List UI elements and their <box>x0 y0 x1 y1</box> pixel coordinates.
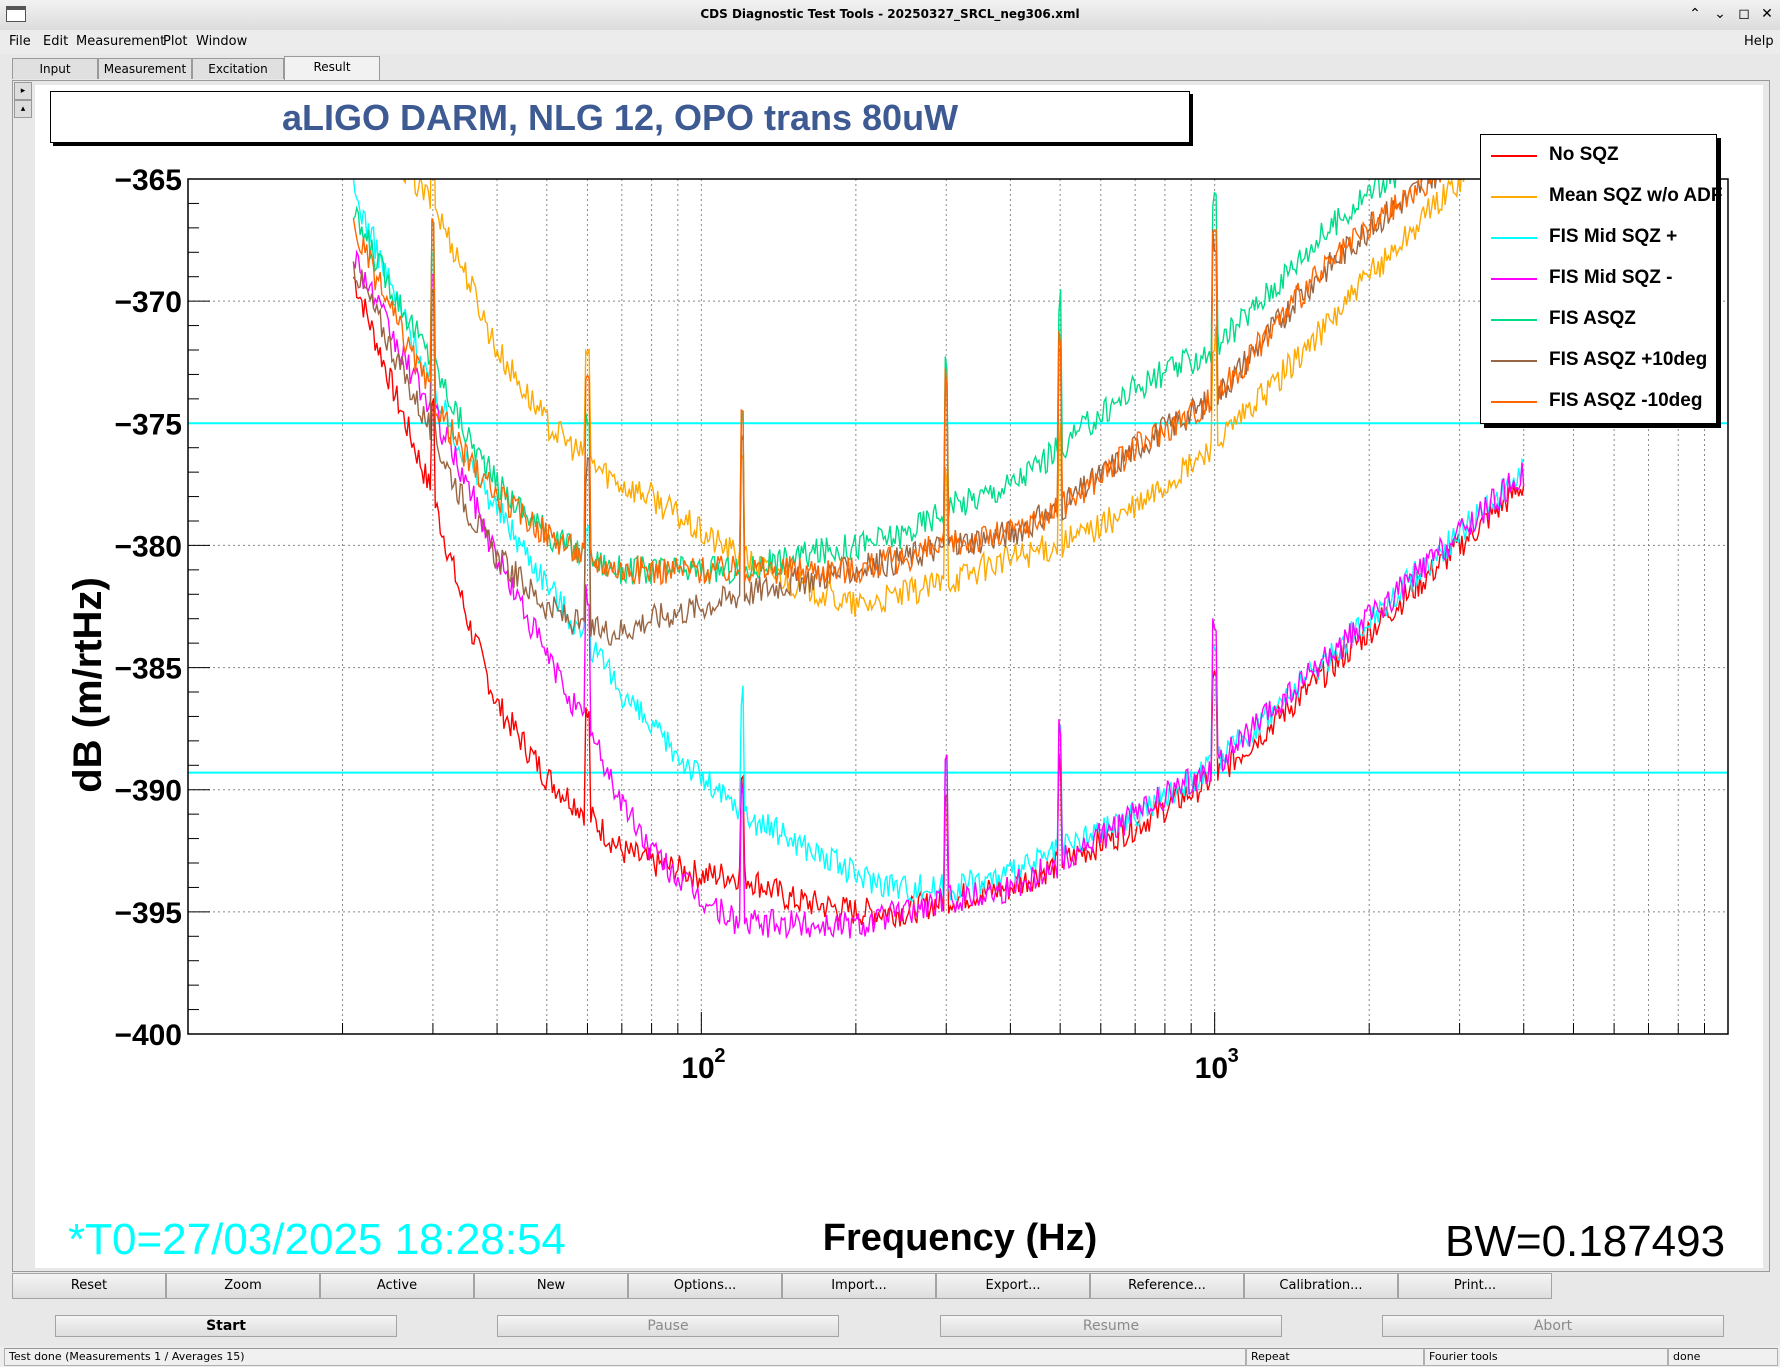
legend-label: Mean SQZ w/o ADF <box>1549 185 1723 206</box>
series-line-6 <box>352 179 1442 586</box>
maximize-icon[interactable]: ◻ <box>1738 6 1750 22</box>
chart-svg[interactable]: −400−395−390−385−380−375−370−365 10 2 10 3 … <box>35 85 1763 1268</box>
tab-result[interactable]: Result <box>284 56 380 80</box>
expand-arrow-icon[interactable]: ▸ <box>14 82 32 100</box>
legend-item-fis-asqz-minus10[interactable]: FIS ASQZ -10deg <box>1491 387 1711 417</box>
legend[interactable]: No SQZ Mean SQZ w/o ADF FIS Mid SQZ + FI… <box>1480 134 1722 424</box>
series-line-3 <box>352 249 1525 940</box>
status-mode: Repeat <box>1246 1348 1424 1366</box>
chart-series <box>352 179 1525 940</box>
reset-button[interactable]: Reset <box>12 1273 166 1299</box>
legend-item-fis-asqz-plus10[interactable]: FIS ASQZ +10deg <box>1491 346 1711 376</box>
legend-swatch <box>1491 360 1537 362</box>
y-tick-label: −395 <box>114 897 182 930</box>
plot-canvas[interactable]: −400 −395 −390 −385 −380 −375 −370 −365 10 2 10 3 … <box>35 85 1763 1268</box>
import-button[interactable]: Import... <box>782 1273 936 1299</box>
new-button[interactable]: New <box>474 1273 628 1299</box>
start-button[interactable]: Start <box>55 1315 397 1337</box>
legend-item-fis-mid-plus[interactable]: FIS Mid SQZ + <box>1491 223 1711 253</box>
cursor-lines <box>188 422 1728 774</box>
menu-file[interactable]: File <box>9 34 31 49</box>
y-tick-label: −385 <box>114 653 182 686</box>
menu-help[interactable]: Help <box>1744 34 1774 49</box>
menu-window[interactable]: Window <box>196 34 248 49</box>
resume-button[interactable]: Resume <box>940 1315 1282 1337</box>
print-button[interactable]: Print... <box>1398 1273 1552 1299</box>
tab-excitation[interactable]: Excitation <box>192 58 284 79</box>
minor-ticks <box>188 178 1706 1035</box>
legend-item-fis-asqz[interactable]: FIS ASQZ <box>1491 305 1711 335</box>
options-button[interactable]: Options... <box>628 1273 782 1299</box>
series-line-1 <box>402 179 1465 617</box>
bandwidth-readout: BW=0.187493 <box>1445 1217 1726 1266</box>
plot-frame <box>187 178 1729 1035</box>
minimize-icon[interactable]: ⌄ <box>1714 6 1726 22</box>
legend-item-mean-sqz[interactable]: Mean SQZ w/o ADF <box>1491 182 1722 212</box>
legend-item-fis-mid-minus[interactable]: FIS Mid SQZ - <box>1491 264 1711 294</box>
legend-label: FIS ASQZ +10deg <box>1549 349 1708 370</box>
menu-edit[interactable]: Edit <box>43 34 69 49</box>
x-axis-label: Frequency (Hz) <box>823 1217 1097 1259</box>
legend-label: FIS ASQZ -10deg <box>1549 390 1703 411</box>
chevron-up-icon[interactable]: ⌃ <box>1689 6 1701 22</box>
plot-title: aLIGO DARM, NLG 12, OPO trans 80uW <box>281 97 959 138</box>
t0-timestamp: *T0=27/03/2025 18:28:54 <box>68 1215 566 1264</box>
menu-plot[interactable]: Plot <box>163 34 188 49</box>
y-tick-label: −400 <box>114 1019 182 1052</box>
y-tick-label: −370 <box>114 286 182 319</box>
status-bar: Test done (Measurements 1 / Averages 15)… <box>0 1346 1780 1367</box>
y-tick-label: −375 <box>114 408 182 441</box>
legend-swatch <box>1491 401 1537 403</box>
abort-button[interactable]: Abort <box>1382 1315 1724 1337</box>
x-tick-exponent: 2 <box>714 1045 725 1067</box>
legend-swatch <box>1491 319 1537 321</box>
status-tools: Fourier tools <box>1424 1348 1668 1366</box>
legend-swatch <box>1491 155 1537 157</box>
x-tick-exponent: 3 <box>1228 1045 1239 1067</box>
menu-measurement[interactable]: Measurement <box>76 34 166 49</box>
tab-input[interactable]: Input <box>12 58 98 79</box>
window-title: CDS Diagnostic Test Tools - 20250327_SRC… <box>700 7 1080 21</box>
plot-title-box: aLIGO DARM, NLG 12, OPO trans 80uW <box>50 91 1190 143</box>
title-bar: CDS Diagnostic Test Tools - 20250327_SRC… <box>0 0 1780 31</box>
y-tick-label: −380 <box>114 530 182 563</box>
reference-button[interactable]: Reference... <box>1090 1273 1244 1299</box>
legend-swatch <box>1491 237 1537 239</box>
active-button[interactable]: Active <box>320 1273 474 1299</box>
control-button-row: Start Pause Resume Abort <box>0 1313 1780 1341</box>
menu-bar: File Edit Measurement Plot Window Help <box>0 30 1780 54</box>
legend-label: FIS Mid SQZ - <box>1549 267 1673 288</box>
series-line-0 <box>352 276 1525 929</box>
pause-button[interactable]: Pause <box>497 1315 839 1337</box>
x-axis-ticks: 10 2 10 3 <box>681 1045 1238 1085</box>
zoom-button[interactable]: Zoom <box>166 1273 320 1299</box>
export-button[interactable]: Export... <box>936 1273 1090 1299</box>
y-axis-label: dB (m/rtHz) <box>66 577 110 793</box>
y-tick-label: −390 <box>114 775 182 808</box>
legend-swatch <box>1491 196 1537 198</box>
close-icon[interactable]: ✕ <box>1761 6 1773 22</box>
legend-swatch <box>1491 278 1537 280</box>
app-window-icon[interactable] <box>6 6 26 22</box>
series-line-4 <box>352 179 1397 585</box>
status-state: done <box>1668 1348 1778 1366</box>
tab-measurement[interactable]: Measurement <box>98 58 192 79</box>
legend-item-no-sqz[interactable]: No SQZ <box>1491 141 1711 171</box>
status-message: Test done (Measurements 1 / Averages 15) <box>4 1348 1246 1366</box>
plot-button-row: Reset Zoom Active New Options... Import.… <box>12 1273 1768 1299</box>
calibration-button[interactable]: Calibration... <box>1244 1273 1398 1299</box>
legend-label: No SQZ <box>1549 144 1619 165</box>
x-tick-label: 10 <box>681 1052 714 1085</box>
collapse-arrow-icon[interactable]: ▴ <box>14 100 32 118</box>
legend-label: FIS Mid SQZ + <box>1549 226 1678 247</box>
x-tick-label: 10 <box>1195 1052 1228 1085</box>
legend-label: FIS ASQZ <box>1549 308 1636 329</box>
y-tick-label: −365 <box>114 164 182 197</box>
y-axis-ticks: −400 −395 −390 −385 −380 −375 −370 −365 <box>114 164 182 1052</box>
